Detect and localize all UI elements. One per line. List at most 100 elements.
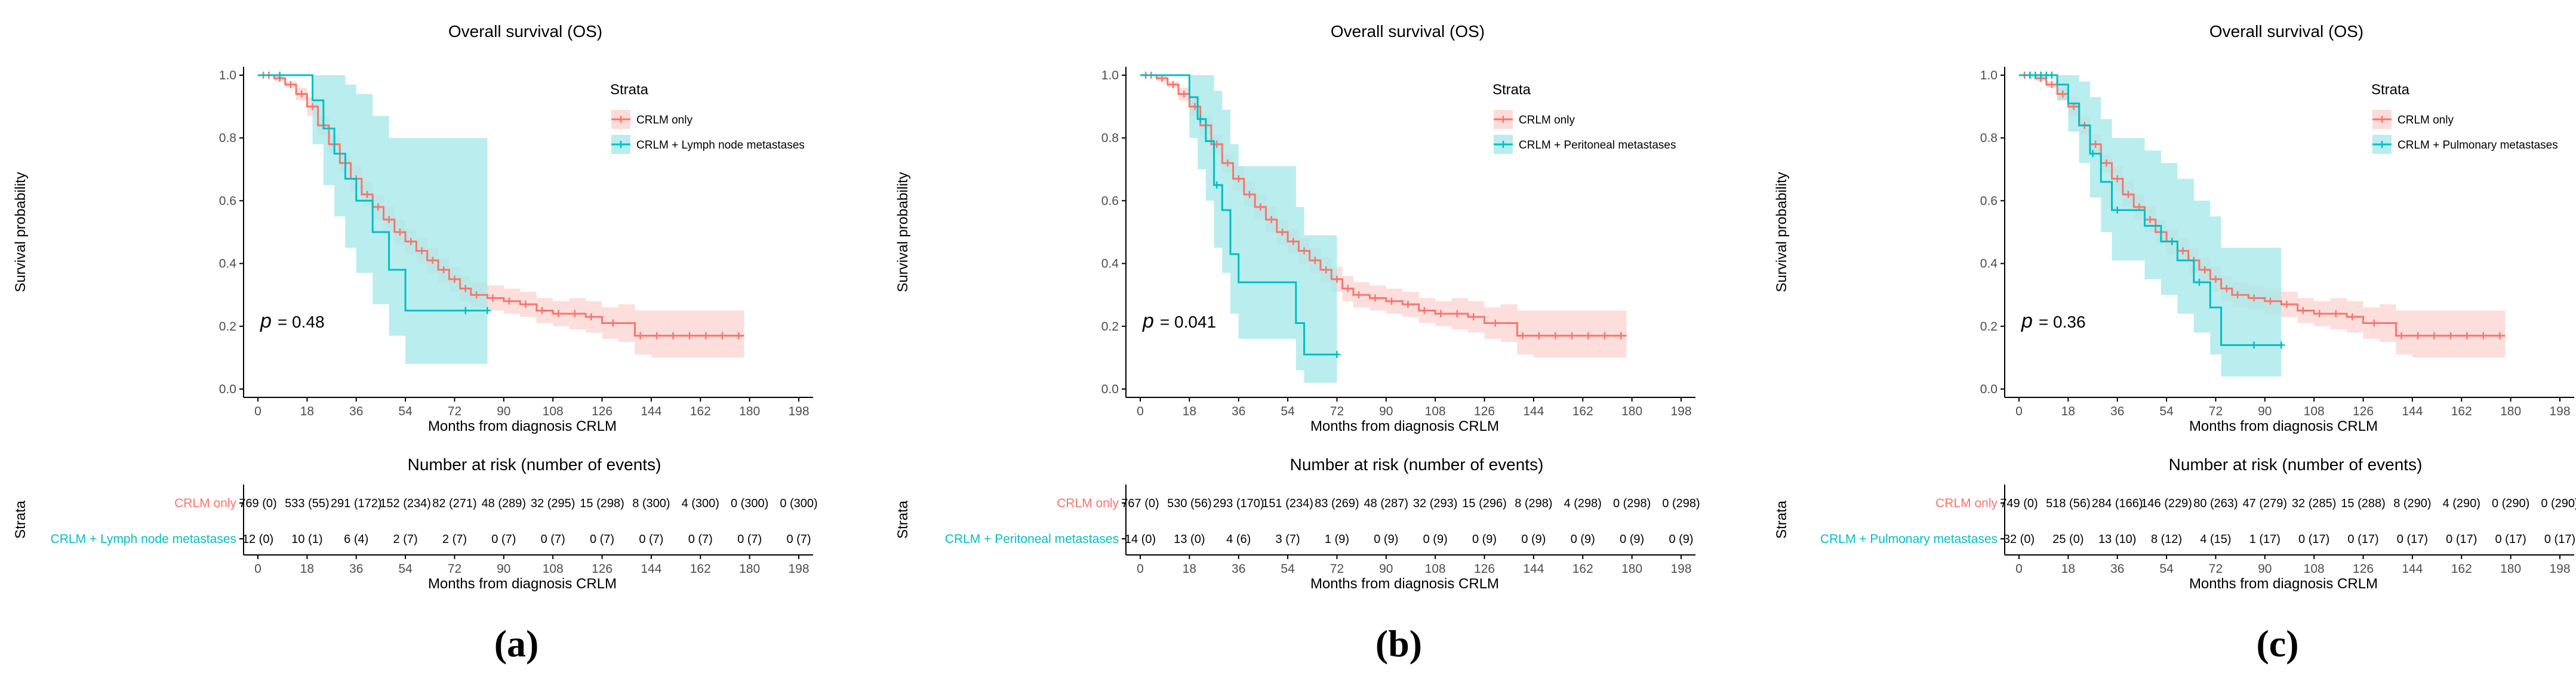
risk-cell: 0 (290)	[2492, 497, 2529, 510]
chart-title: Overall survival (OS)	[2209, 22, 2363, 41]
censor-mark-0	[1355, 291, 1363, 299]
risk-x-tick-label: 0	[2015, 562, 2023, 576]
censor-mark-0	[2398, 332, 2405, 340]
censor-mark-0	[407, 237, 415, 245]
risk-x-tick-label: 54	[2159, 562, 2174, 576]
censor-mark-0	[571, 310, 578, 317]
risk-cell: 3 (7)	[1276, 533, 1300, 546]
risk-cell: 0 (17)	[2298, 533, 2329, 546]
censor-mark-0	[2048, 81, 2055, 88]
legend-censor-mark	[1500, 116, 1507, 123]
censor-mark-0	[1470, 313, 1478, 321]
x-tick-label: 72	[2209, 405, 2223, 418]
risk-row-name: CRLM only	[1935, 496, 1998, 510]
risk-cell: 80 (263)	[2193, 497, 2238, 510]
censor-mark-0	[374, 203, 382, 211]
y-tick-label: 0.0	[1980, 382, 1998, 396]
censor-mark-0	[1235, 175, 1242, 183]
risk-cell: 533 (55)	[285, 497, 330, 510]
risk-cell: 1 (9)	[1325, 533, 1349, 546]
y-tick-label: 0.4	[1980, 257, 1998, 271]
risk-table-y-label: Strata	[13, 500, 29, 539]
legend-label: CRLM + Pulmonary metastases	[2398, 139, 2558, 152]
x-tick-label: 126	[2353, 405, 2374, 418]
risk-row-name: CRLM only	[1057, 496, 1119, 510]
risk-cell: 0 (9)	[1571, 533, 1595, 546]
panel-label: (c)	[2256, 622, 2298, 665]
censor-mark-0	[451, 275, 458, 283]
y-tick-label: 0.2	[219, 320, 236, 334]
risk-cell: 32 (295)	[531, 497, 575, 510]
censor-mark-0	[2201, 266, 2209, 274]
censor-mark-0	[1278, 229, 1286, 236]
x-tick-label: 162	[2451, 405, 2472, 418]
risk-cell: 15 (288)	[2341, 497, 2386, 510]
risk-table-title: Number at risk (number of events)	[1290, 455, 1544, 474]
risk-row-name: CRLM + Peritoneal metastases	[945, 532, 1119, 546]
censor-mark-0	[1333, 275, 1341, 283]
y-tick-label: 0.2	[1101, 320, 1119, 334]
risk-cell: 6 (4)	[344, 533, 368, 546]
censor-mark-0	[1371, 294, 1379, 302]
legend-censor-mark	[1500, 141, 1507, 148]
risk-cell: 4 (6)	[1226, 533, 1251, 546]
risk-x-tick-label: 18	[1183, 562, 1196, 576]
censor-mark-0	[1601, 332, 1608, 340]
censor-mark-0	[2092, 140, 2100, 148]
legend-title: Strata	[2371, 82, 2410, 98]
censor-mark-0	[385, 215, 393, 223]
censor-mark-0	[1344, 285, 1352, 292]
risk-x-tick-label: 162	[2451, 562, 2472, 576]
censor-mark-0	[555, 310, 562, 317]
censor-mark-0	[1519, 332, 1526, 340]
x-axis-label: Months from diagnosis CRLM	[2189, 418, 2378, 434]
legend-label: CRLM only	[2398, 114, 2454, 126]
risk-cell: 13 (10)	[2098, 533, 2136, 546]
censor-mark-0	[309, 103, 316, 110]
censor-mark-1	[2250, 341, 2258, 349]
censor-mark-1	[2048, 72, 2055, 79]
risk-x-tick-label: 90	[1379, 562, 1393, 576]
y-axis-label: Survival probability	[895, 172, 911, 292]
risk-cell: 0 (17)	[2446, 533, 2477, 546]
censor-mark-0	[2212, 275, 2220, 283]
x-tick-label: 108	[543, 405, 564, 418]
y-tick-label: 0.2	[1980, 320, 1998, 334]
risk-cell: 15 (296)	[1462, 497, 1507, 510]
y-tick-label: 1.0	[1101, 69, 1119, 82]
risk-cell: 4 (300)	[682, 497, 719, 510]
risk-x-tick-label: 18	[300, 562, 314, 576]
risk-cell: 25 (0)	[2052, 533, 2083, 546]
censor-mark-0	[418, 247, 426, 255]
censor-mark-0	[2283, 300, 2291, 308]
risk-cell: 0 (300)	[731, 497, 768, 510]
risk-cell: 769 (0)	[239, 497, 276, 510]
legend-label: CRLM + Lymph node metastases	[636, 139, 805, 152]
legend-censor-mark	[617, 116, 624, 123]
risk-cell: 284 (166)	[2092, 497, 2143, 510]
risk-cell: 10 (1)	[291, 533, 322, 546]
censor-mark-0	[587, 313, 595, 321]
x-tick-label: 18	[300, 405, 314, 418]
censor-mark-0	[2316, 310, 2323, 317]
risk-cell: 0 (9)	[1472, 533, 1497, 546]
risk-x-tick-label: 0	[254, 562, 261, 576]
censor-mark-0	[2414, 332, 2422, 340]
censor-mark-0	[2496, 332, 2504, 340]
censor-mark-0	[636, 332, 644, 340]
y-tick-label: 0.4	[219, 257, 237, 271]
risk-cell: 48 (287)	[1364, 497, 1409, 510]
legend-title: Strata	[1492, 82, 1531, 98]
censor-mark-1	[2278, 341, 2285, 349]
censor-mark-0	[1420, 307, 1428, 314]
risk-table-y-label: Strata	[895, 500, 911, 539]
ci-band-0	[1140, 75, 1627, 358]
risk-cell: 4 (15)	[2200, 533, 2231, 546]
ci-band-0	[258, 75, 744, 358]
risk-cell: 83 (269)	[1315, 497, 1359, 510]
censor-mark-1	[2089, 150, 2097, 158]
censor-mark-0	[429, 257, 436, 264]
risk-cell: 0 (17)	[2347, 533, 2378, 546]
x-tick-label: 90	[2258, 405, 2272, 418]
p-value-symbol: p	[260, 310, 272, 332]
